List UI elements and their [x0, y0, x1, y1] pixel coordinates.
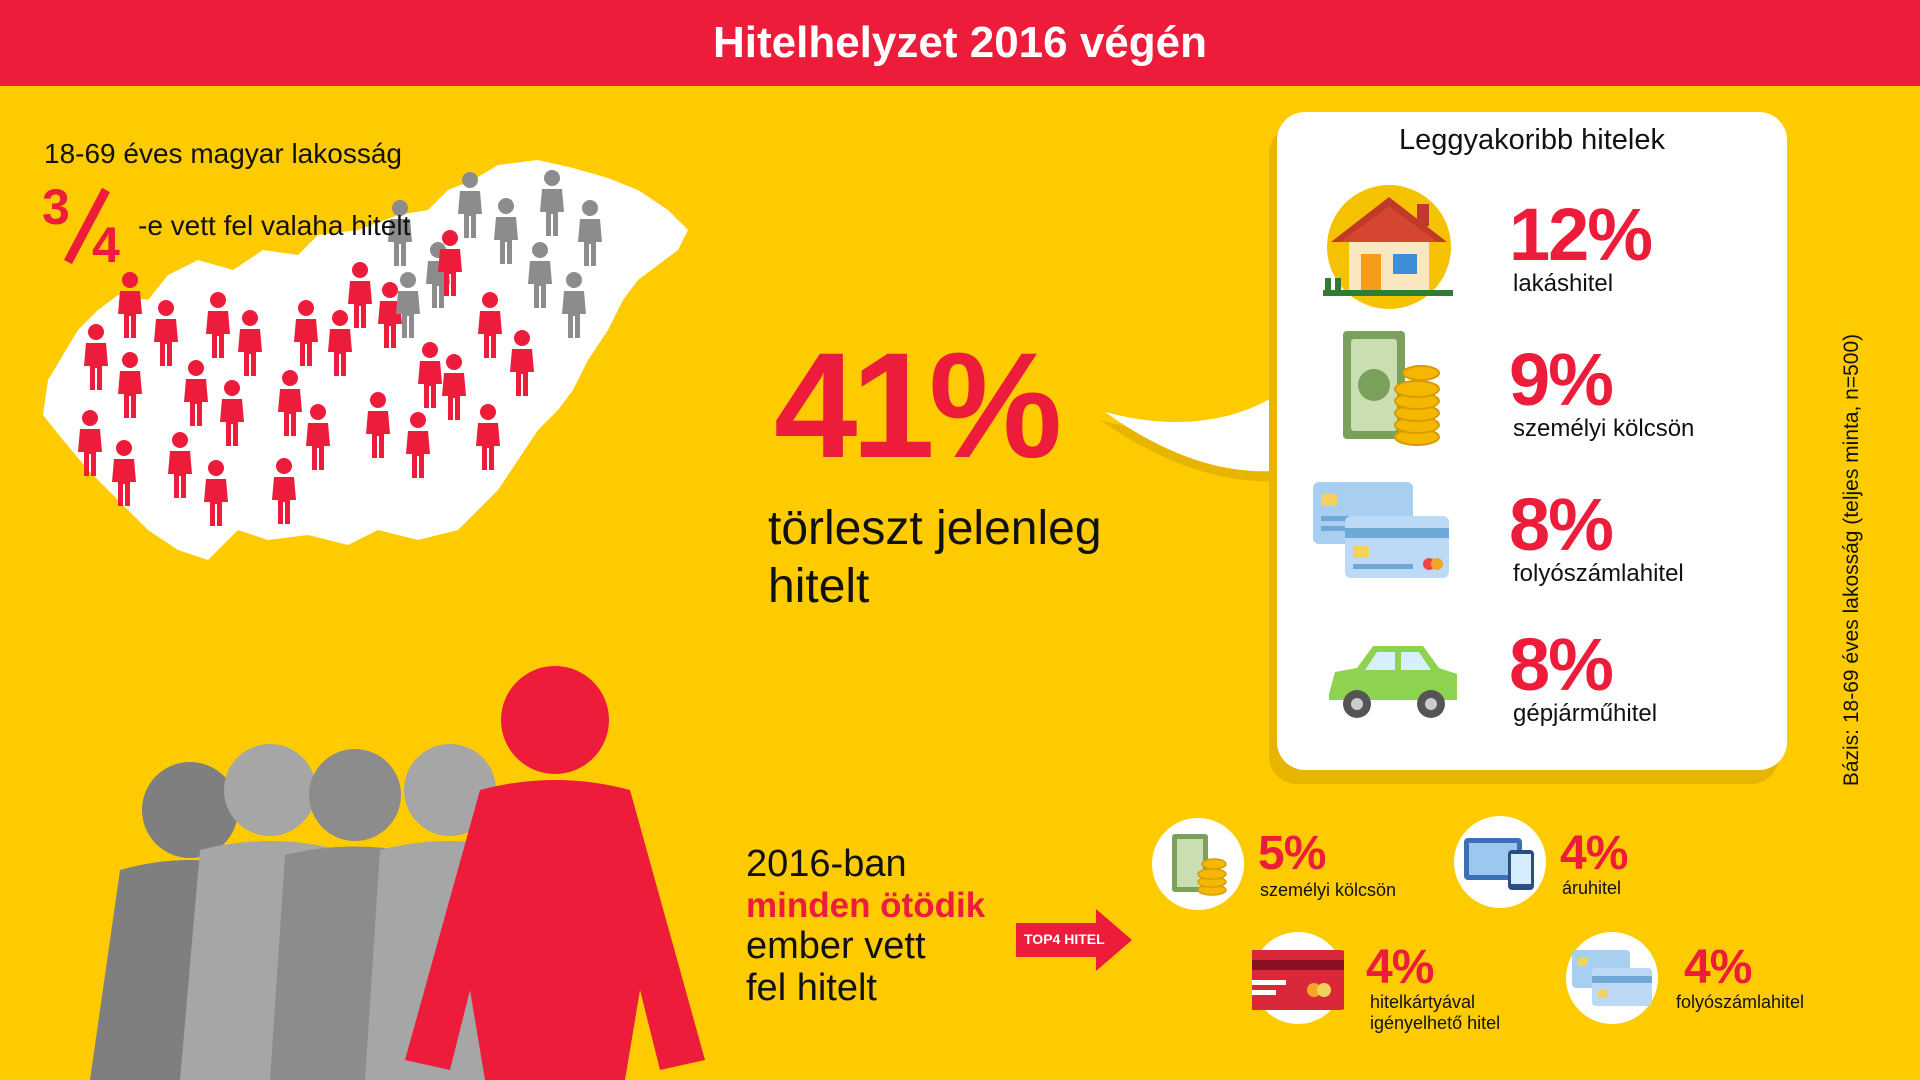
- top4-percent: 5%: [1258, 827, 1326, 880]
- top4-percent: 4%: [1684, 941, 1752, 994]
- person-icon: [388, 200, 412, 266]
- money-coins-icon: [1172, 834, 1227, 896]
- base-note: Bázis: 18-69 éves lakosság (teljes minta…: [1840, 333, 1863, 787]
- top4-arrow: TOP4 HITEL: [1016, 905, 1136, 975]
- top4-label-text: hitelkártyával igényelhető hitel: [1370, 992, 1500, 1033]
- top4-percent: 4%: [1366, 941, 1434, 994]
- loan-label: lakáshitel: [1513, 270, 1614, 297]
- person-icon: [578, 200, 602, 266]
- person-icon: [184, 360, 208, 426]
- top-loans-title: Leggyakoribb hitelek: [1398, 124, 1665, 156]
- person-icon: [438, 230, 462, 296]
- person-icon: [84, 324, 108, 390]
- person-icon: [118, 272, 142, 338]
- year2016-line3: ember vett: [746, 924, 926, 967]
- top-loans-panel: Leggyakoribb hitelek 12% lakáshitel: [1277, 112, 1787, 770]
- house-icon: [1323, 185, 1453, 309]
- people-group: [78, 170, 602, 526]
- person-icon: [406, 412, 430, 478]
- person-icon: [204, 460, 228, 526]
- top4-percent: 4%: [1560, 827, 1628, 880]
- year2016-line4: fel hitelt: [746, 967, 877, 1010]
- top4-label-text: folyószámlahitel: [1676, 992, 1805, 1012]
- top4-label-text: áruhitel: [1562, 878, 1622, 898]
- top4-icon-circle: [1152, 818, 1244, 910]
- person-icon: [562, 272, 586, 338]
- person-icon: [118, 352, 142, 418]
- car-icon: [1329, 646, 1457, 718]
- loan-item: 9% személyi kölcsön: [1277, 327, 1787, 467]
- person-icon: [272, 458, 296, 524]
- person-icon: [494, 198, 518, 264]
- person-icon: [442, 354, 466, 420]
- person-icon: [154, 300, 178, 366]
- person-icon: [206, 292, 230, 358]
- person-icon: [540, 170, 564, 236]
- bank-cards-icon: [1313, 482, 1449, 578]
- fraction: 3 4: [42, 178, 134, 273]
- person-icon: [528, 242, 552, 308]
- repaying-percent: 41%: [774, 321, 1062, 489]
- fraction-denominator: 4: [92, 217, 120, 273]
- top4-label-line2: igényelhető hitel: [1370, 1012, 1501, 1033]
- top4-icon-circle: [1454, 816, 1546, 908]
- repaying-text: törleszt jelenleg hitelt: [768, 500, 1102, 615]
- person-icon: [306, 404, 330, 470]
- money-coins-icon: [1343, 331, 1440, 446]
- loan-item: 8% gépjárműhitel: [1277, 612, 1787, 752]
- fraction-numerator: 3: [42, 179, 70, 235]
- person-icon: [458, 172, 482, 238]
- loan-label: gépjárműhitel: [1513, 700, 1658, 727]
- year2016-text: 2016-ban minden ötödik ember vett fel hi…: [746, 843, 985, 1010]
- person-icon: [328, 310, 352, 376]
- title-bar: Hitelhelyzet 2016 végén: [0, 0, 1920, 86]
- fraction-slash: [64, 187, 110, 265]
- page-title: Hitelhelyzet 2016 végén: [712, 18, 1207, 67]
- loan-item: 8% folyószámlahitel: [1277, 472, 1787, 612]
- loan-label: folyószámlahitel: [1513, 560, 1684, 587]
- repaying-line1: törleszt jelenleg: [768, 502, 1102, 555]
- loan-percent: 8%: [1509, 623, 1614, 706]
- person-icon: [238, 310, 262, 376]
- credit-card-icon: [1238, 950, 1346, 1010]
- loan-label: személyi kölcsön: [1513, 415, 1695, 442]
- top4-label-text: személyi kölcsön: [1260, 880, 1397, 900]
- person-icon: [78, 410, 102, 476]
- bank-cards-icon: [1572, 950, 1652, 1006]
- loan-item: 12% lakáshitel: [1277, 182, 1787, 322]
- year2016-highlight: minden ötödik: [746, 885, 986, 925]
- loan-percent: 9%: [1509, 338, 1614, 421]
- person-icon: [405, 666, 705, 1080]
- arrow-icon: [1016, 909, 1132, 971]
- person-icon: [396, 272, 420, 338]
- top4-icon-circle: [1238, 932, 1346, 1024]
- person-icon: [278, 370, 302, 436]
- devices-icon: [1464, 838, 1534, 890]
- population-label: 18-69 éves magyar lakosság: [44, 138, 402, 169]
- person-icon: [168, 432, 192, 498]
- loan-percent: 12%: [1509, 193, 1653, 276]
- person-icon: [366, 392, 390, 458]
- person-icon: [112, 440, 136, 506]
- hungary-map: [43, 160, 688, 560]
- top4-icon-circle: [1566, 932, 1658, 1024]
- person-icon: [418, 342, 442, 408]
- repaying-line2: hitelt: [768, 559, 870, 613]
- person-icon: [220, 380, 244, 446]
- year2016-line1: 2016-ban: [746, 843, 907, 885]
- fraction-text: -e vett fel valaha hitelt: [138, 210, 411, 241]
- loan-percent: 8%: [1509, 483, 1614, 566]
- top4-label-line1: hitelkártyával: [1370, 992, 1476, 1012]
- bubble-tail: [1100, 390, 1290, 482]
- crowd-illustration: [90, 666, 705, 1080]
- person-icon: [478, 292, 502, 358]
- person-icon: [348, 262, 372, 328]
- person-icon: [378, 282, 402, 348]
- person-icon: [294, 300, 318, 366]
- top4-label: TOP4 HITEL: [1024, 931, 1105, 947]
- map-shape: [43, 160, 688, 560]
- person-icon: [510, 330, 534, 396]
- person-icon: [476, 404, 500, 470]
